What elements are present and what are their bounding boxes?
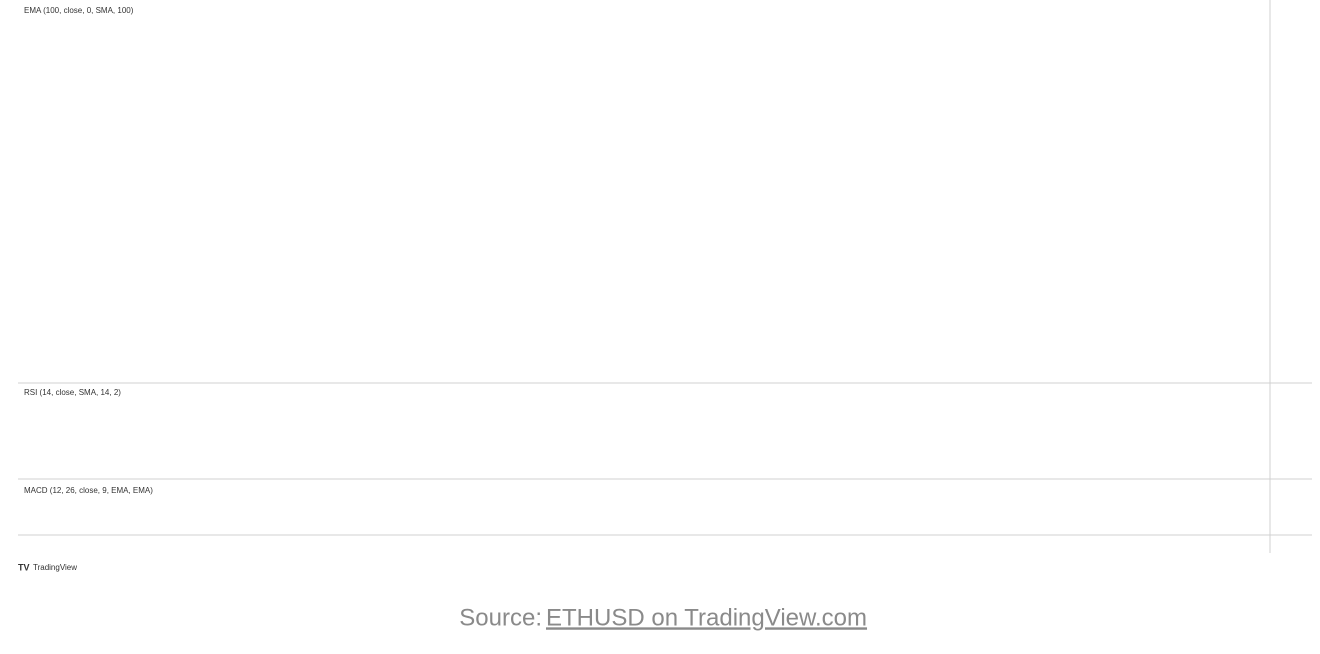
source-prefix: Source: — [459, 604, 542, 631]
brand: TradingView — [33, 563, 77, 572]
rsi-title: RSI (14, close, SMA, 14, 2) — [24, 388, 121, 397]
macd-title: MACD (12, 26, close, 9, EMA, EMA) — [24, 486, 153, 495]
ema-title: EMA (100, close, 0, SMA, 100) — [24, 6, 134, 15]
brand-logo: TV — [18, 562, 30, 572]
source-link[interactable]: ETHUSD on TradingView.com — [546, 604, 867, 631]
